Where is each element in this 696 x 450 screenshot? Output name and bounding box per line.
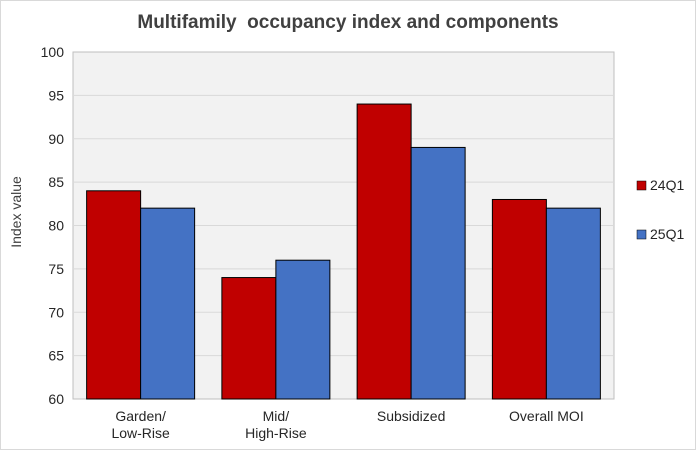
x-tick-label: Low-Rise bbox=[111, 425, 170, 441]
legend-label: 24Q1 bbox=[650, 177, 684, 193]
bar-24q1-4 bbox=[491, 198, 547, 400]
y-tick-labels: 60 65 70 75 80 85 90 95 100 bbox=[41, 44, 65, 407]
y-tick-label: 100 bbox=[41, 44, 65, 60]
bar-25q1-1 bbox=[140, 207, 196, 400]
x-tick-label: High-Rise bbox=[245, 425, 307, 441]
legend-label: 25Q1 bbox=[650, 226, 684, 242]
y-tick-label: 80 bbox=[48, 218, 64, 234]
y-tick-label: 75 bbox=[48, 261, 64, 277]
y-axis-label: Index value bbox=[8, 176, 24, 248]
bar-25q1-4 bbox=[545, 207, 601, 400]
x-tick-label: Garden/ bbox=[115, 408, 166, 424]
y-tick-label: 60 bbox=[48, 391, 64, 407]
bar-25q1-2 bbox=[275, 259, 331, 400]
y-tick-label: 65 bbox=[48, 348, 64, 364]
y-tick-label: 95 bbox=[48, 87, 64, 103]
y-tick-label: 70 bbox=[48, 304, 64, 320]
x-tick-label: Overall MOI bbox=[509, 408, 584, 424]
legend: 24Q1 25Q1 bbox=[636, 177, 684, 242]
x-tick-labels: Garden/Low-Rise Mid/High-Rise Subsidized Ov… bbox=[111, 408, 583, 441]
y-tick-label: 85 bbox=[48, 174, 64, 190]
chart-title: Multifamily occupancy index and componen… bbox=[137, 12, 558, 33]
legend-swatch bbox=[636, 229, 647, 240]
bars bbox=[86, 103, 601, 400]
legend-swatch bbox=[636, 180, 647, 191]
bar-24q1-1 bbox=[86, 190, 142, 400]
x-tick-label: Mid/ bbox=[263, 408, 290, 424]
bar-24q1-3 bbox=[356, 103, 412, 400]
bar-25q1-3 bbox=[410, 146, 466, 400]
y-tick-label: 90 bbox=[48, 131, 64, 147]
bar-24q1-2 bbox=[221, 277, 277, 400]
x-tick-label: Subsidized bbox=[377, 408, 446, 424]
